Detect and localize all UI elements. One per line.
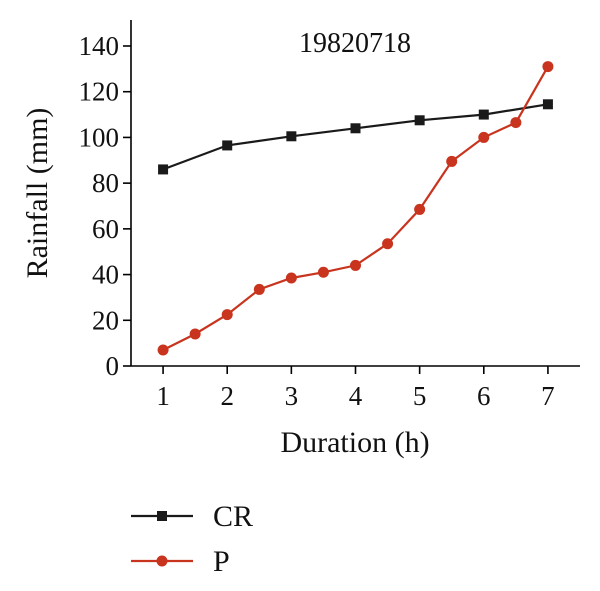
axes: 0 20 40 60 80 100 120 140 1 2 3 4 5 6 7 <box>79 20 580 411</box>
y-tick-label: 60 <box>92 214 119 244</box>
legend-item-p: P <box>131 545 230 578</box>
series-cr-point <box>350 123 361 134</box>
x-tick-label: 1 <box>156 381 170 411</box>
series-p-point <box>414 203 426 215</box>
series-p-point <box>478 131 490 143</box>
series-p-line <box>162 66 549 351</box>
x-tick-label: 5 <box>413 381 427 411</box>
series-p-point <box>350 259 361 271</box>
series-cr-point <box>478 109 489 120</box>
series-p-point <box>157 344 169 356</box>
series-p-point <box>285 272 297 284</box>
legend-marker-p <box>156 555 168 567</box>
x-tick-label: 3 <box>285 381 299 411</box>
legend: CR P <box>131 500 253 578</box>
series-p-point <box>446 155 458 167</box>
series-cr-point <box>542 99 553 110</box>
series-p-point <box>317 266 329 278</box>
x-axis-title: Duration (h) <box>280 426 429 459</box>
legend-label-p: P <box>213 545 230 578</box>
series-p <box>157 61 554 356</box>
y-tick-label: 80 <box>92 168 119 198</box>
series-layer <box>157 61 554 356</box>
x-tick-label: 7 <box>541 381 555 411</box>
series-cr-line <box>162 103 549 171</box>
series-p-point <box>221 309 233 321</box>
legend-label-cr: CR <box>213 500 253 533</box>
y-tick-label: 20 <box>92 305 119 335</box>
series-p-point <box>542 61 554 73</box>
series-p-point <box>189 328 201 340</box>
chart-title: 19820718 <box>299 28 411 59</box>
series-p-point <box>382 238 394 250</box>
y-tick-label: 140 <box>79 31 120 61</box>
series-p-point <box>510 117 522 129</box>
series-cr-point <box>222 140 233 151</box>
series-cr-point <box>414 115 425 126</box>
series-p-point <box>253 283 265 295</box>
y-tick-label: 120 <box>79 77 120 107</box>
series-cr-point <box>286 131 297 142</box>
x-tick-label: 4 <box>349 381 363 411</box>
x-tick-label: 2 <box>220 381 234 411</box>
legend-item-cr: CR <box>131 500 253 533</box>
y-axis-title: Rainfall (mm) <box>21 108 54 279</box>
legend-marker-cr <box>157 511 167 521</box>
y-tick-label: 100 <box>79 122 120 152</box>
series-cr <box>158 99 553 175</box>
y-tick-label: 0 <box>106 351 120 381</box>
series-cr-point <box>158 164 169 175</box>
y-tick-label: 40 <box>92 260 119 290</box>
x-tick-label: 6 <box>477 381 491 411</box>
